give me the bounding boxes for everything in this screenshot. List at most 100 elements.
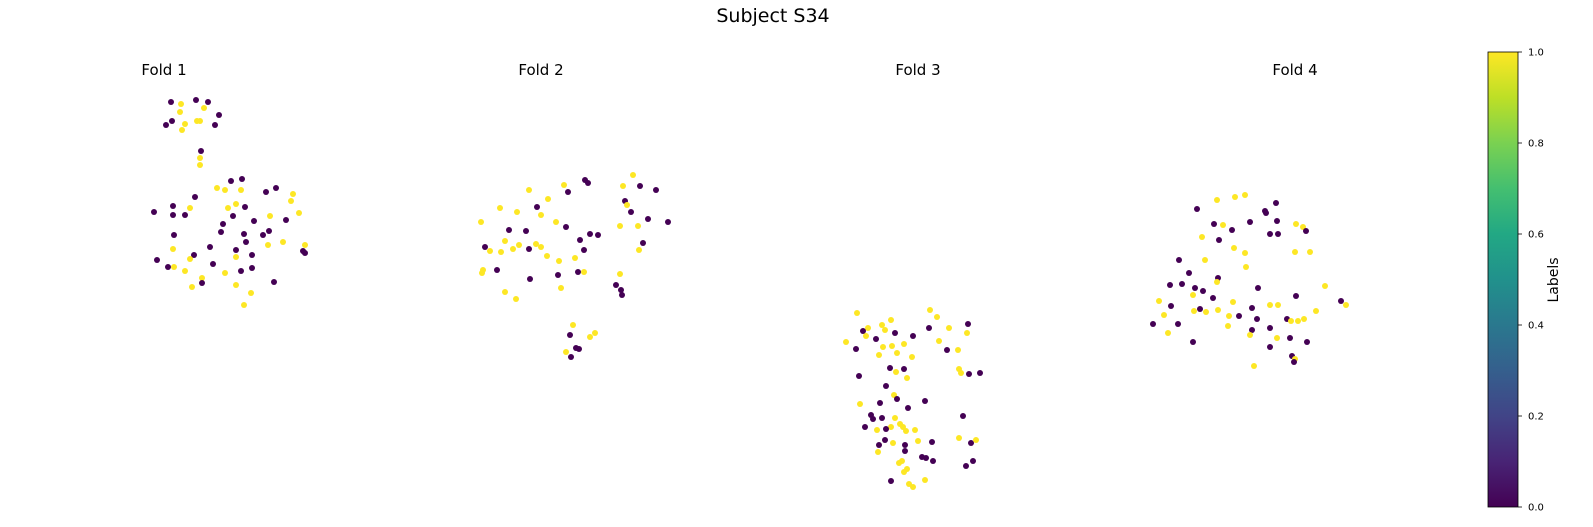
scatter-point <box>1214 197 1220 203</box>
scatter-point <box>534 204 540 210</box>
scatter-point <box>1202 257 1208 263</box>
scatter-point <box>1176 257 1182 263</box>
scatter-point <box>1199 234 1205 240</box>
scatter-point <box>1161 312 1167 318</box>
scatter-point <box>581 247 587 253</box>
scatter-point <box>263 189 269 195</box>
scatter-point <box>877 400 883 406</box>
scatter-point <box>271 279 277 285</box>
scatter-point <box>934 314 940 320</box>
scatter-point <box>618 287 624 293</box>
scatter-point <box>1275 302 1281 308</box>
scatter-point <box>1338 298 1344 304</box>
scatter-point <box>544 253 550 259</box>
scatter-point <box>1274 218 1280 224</box>
scatter-point <box>894 396 900 402</box>
colorbar-tick-label: 0.0 <box>1528 503 1544 514</box>
colorbar: 0.0 0.2 0.4 0.6 0.8 1.0 Labels <box>1487 48 1562 514</box>
panel-title-fold-4: Fold 4 <box>1272 61 1317 79</box>
scatter-point <box>910 484 916 490</box>
scatter-point <box>1251 363 1257 369</box>
scatter-point <box>665 219 671 225</box>
scatter-point <box>620 183 626 189</box>
scatter-point <box>883 383 889 389</box>
scatter-point <box>619 292 625 298</box>
scatter-point <box>956 435 962 441</box>
scatter-point <box>1242 192 1248 198</box>
scatter-point <box>874 427 880 433</box>
scatter-point <box>1291 359 1297 365</box>
scatter-point <box>1230 299 1236 305</box>
scatter-point <box>267 213 273 219</box>
scatter-point <box>888 317 894 323</box>
scatter-point <box>222 270 228 276</box>
scatter-point <box>563 349 569 355</box>
scatter-point <box>1263 210 1269 216</box>
scatter-point <box>538 244 544 250</box>
scatter-point <box>212 122 218 128</box>
scatter-point <box>1236 313 1242 319</box>
scatter-point <box>926 325 932 331</box>
scatter-point <box>192 194 198 200</box>
scatter-point <box>260 232 266 238</box>
colorbar-tick-label: 0.6 <box>1528 230 1544 241</box>
scatter-point <box>302 242 308 248</box>
scatter-point <box>1156 298 1162 304</box>
scatter-point <box>1211 221 1217 227</box>
scatter-point <box>506 227 512 233</box>
scatter-point <box>555 272 561 278</box>
panel-fold-2: Fold 2 <box>478 61 671 360</box>
scatter-point <box>516 242 522 248</box>
scatter-point <box>1214 279 1220 285</box>
scatter-point <box>191 252 197 258</box>
scatter-point <box>905 405 911 411</box>
scatter-point <box>218 229 224 235</box>
scatter-point <box>266 228 272 234</box>
scatter-point <box>880 344 886 350</box>
scatter-point <box>290 191 296 197</box>
scatter-point <box>581 269 587 275</box>
scatter-point <box>296 210 302 216</box>
scatter-point <box>863 333 869 339</box>
scatter-point <box>249 265 255 271</box>
scatter-point <box>201 105 207 111</box>
scatter-point <box>1190 339 1196 345</box>
scatter-point <box>170 212 176 218</box>
scatter-point <box>225 205 231 211</box>
scatter-point <box>892 330 898 336</box>
scatter-point <box>587 334 593 340</box>
scatter-point <box>903 428 909 434</box>
panel-title-fold-1: Fold 1 <box>141 61 186 79</box>
scatter-point <box>1231 245 1237 251</box>
scatter-point <box>1249 327 1255 333</box>
scatter-point <box>1186 270 1192 276</box>
scatter-point <box>572 255 578 261</box>
scatter-point <box>193 97 199 103</box>
scatter-points-fold-4 <box>1150 192 1349 369</box>
panel-fold-4: Fold 4 <box>1150 61 1349 369</box>
scatter-point <box>498 249 504 255</box>
panel-fold-1: Fold 1 <box>141 61 308 308</box>
scatter-point <box>860 328 866 334</box>
scatter-point <box>873 336 879 342</box>
scatter-point <box>171 232 177 238</box>
scatter-point <box>902 442 908 448</box>
scatter-point <box>570 322 576 328</box>
scatter-point <box>944 347 950 353</box>
scatter-point <box>510 246 516 252</box>
scatter-point <box>876 442 882 448</box>
scatter-point <box>883 426 889 432</box>
scatter-point <box>617 223 623 229</box>
scatter-point <box>182 121 188 127</box>
scatter-point <box>238 187 244 193</box>
scatter-point <box>912 427 918 433</box>
scatter-point <box>577 237 583 243</box>
scatter-point <box>154 257 160 263</box>
scatter-point <box>843 339 849 345</box>
scatter-point <box>189 284 195 290</box>
scatter-point <box>1247 332 1253 338</box>
scatter-point <box>1267 344 1273 350</box>
scatter-point <box>876 352 882 358</box>
scatter-point <box>556 258 562 264</box>
scatter-point <box>882 437 888 443</box>
